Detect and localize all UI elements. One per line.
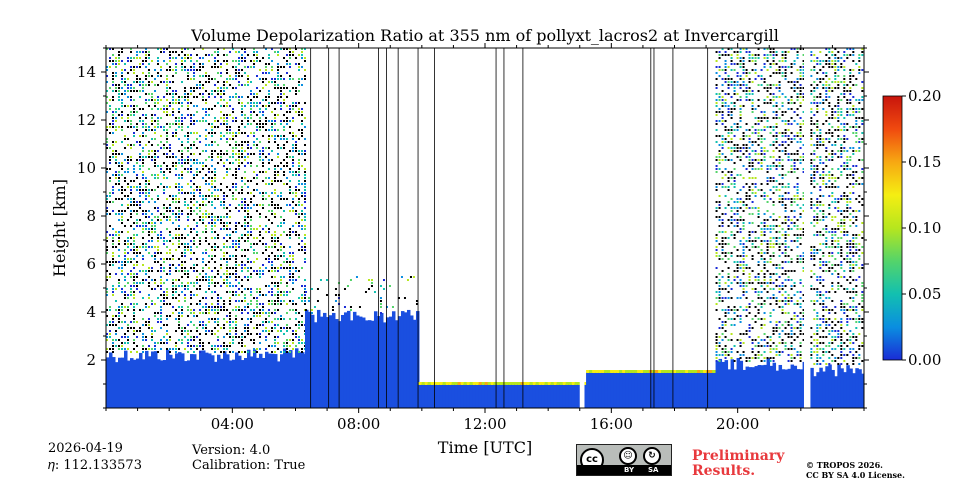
colorbar-tick-label: 0.10 [908, 219, 941, 237]
colorbar-axis: 0.00 0.05 0.10 0.15 0.20 [902, 87, 941, 369]
eta-label: 𝜂: 112.133573 [48, 458, 142, 473]
signal-segment-0 [106, 48, 308, 408]
x-tick-label: 20:00 [716, 415, 759, 433]
signal-segment-3 [586, 370, 719, 408]
colorbar-tick-label: 0.20 [908, 87, 941, 105]
heatmap-cells [106, 48, 864, 408]
signal-segment-5 [810, 48, 864, 408]
x-axis: 04:00 08:00 12:00 16:00 20:00 [105, 43, 865, 433]
colorbar-tick-label: 0.15 [908, 153, 941, 171]
y-tick-label: 2 [86, 351, 96, 369]
y-tick-label: 12 [77, 111, 96, 129]
data-gap-0 [579, 48, 585, 408]
preliminary-line1: Preliminary [692, 448, 785, 464]
signal-segment-4 [715, 48, 807, 408]
preliminary-line2: Results. [692, 463, 756, 479]
x-tick-label: 12:00 [463, 415, 506, 433]
colorbar-tick-label: 0.00 [908, 351, 941, 369]
y-tick-label: 14 [77, 63, 96, 81]
data-gap-1 [803, 48, 811, 408]
colorbar-tick-label: 0.05 [908, 285, 941, 303]
cc-license-badge: cc ☺ ↻ BY SA [576, 444, 672, 476]
share-alike-icon: ↻ [643, 447, 661, 465]
y-tick-label: 8 [86, 207, 96, 225]
cloud-screen-lines [310, 48, 709, 408]
y-axis: 2 4 6 8 10 12 14 [77, 47, 869, 409]
chart-title: Volume Depolarization Ratio at 355 nm of… [190, 26, 779, 45]
x-tick-label: 16:00 [590, 415, 633, 433]
colorbar [882, 95, 903, 361]
y-axis-label: Height [km] [50, 179, 69, 277]
version-label: Version: 4.0 [192, 443, 271, 458]
copyright-line1: © TROPOS 2026. [806, 460, 883, 470]
copyright-line2: CC BY SA 4.0 License. [806, 470, 905, 480]
badge-sa-label: SA [648, 466, 659, 474]
plot-background [106, 48, 864, 408]
badge-by-label: BY [624, 466, 635, 474]
y-tick-label: 10 [77, 159, 96, 177]
plot-area [106, 48, 864, 408]
calibration-label: Calibration: True [192, 458, 306, 473]
date-label: 2026-04-19 [48, 441, 123, 456]
x-tick-label: 08:00 [337, 415, 380, 433]
signal-segment-2 [418, 382, 588, 408]
y-tick-label: 4 [86, 303, 96, 321]
badge-band [577, 465, 671, 475]
attribution-icon: ☺ [619, 447, 637, 465]
y-tick-label: 6 [86, 255, 96, 273]
x-axis-label: Time [UTC] [438, 438, 532, 457]
x-tick-label: 04:00 [211, 415, 254, 433]
